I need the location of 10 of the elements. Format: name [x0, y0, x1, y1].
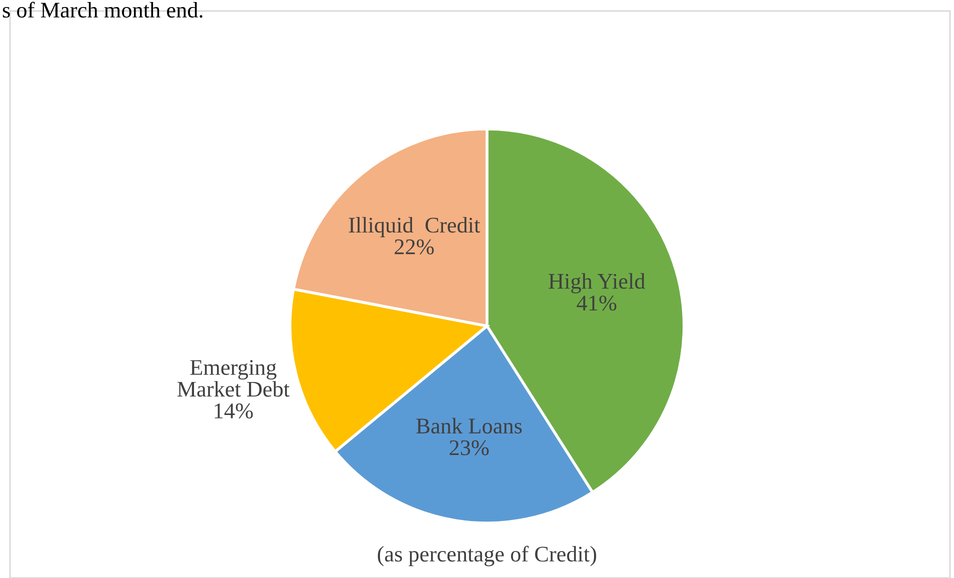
data-label: 41%: [576, 296, 616, 311]
slice-label: Emerging Market Debt: [177, 360, 290, 397]
data-label: 23%: [450, 440, 489, 456]
slice-label: Bank Loans: [416, 418, 522, 434]
text: s of March month end.: [2, 2, 202, 18]
slice-label: Illiquid Credit: [348, 217, 480, 238]
slice-label: High Yield: [548, 273, 646, 294]
data-label: 22%: [394, 239, 434, 254]
data-label: 14%: [214, 403, 253, 418]
text: (as percentage of Credit): [378, 546, 596, 566]
